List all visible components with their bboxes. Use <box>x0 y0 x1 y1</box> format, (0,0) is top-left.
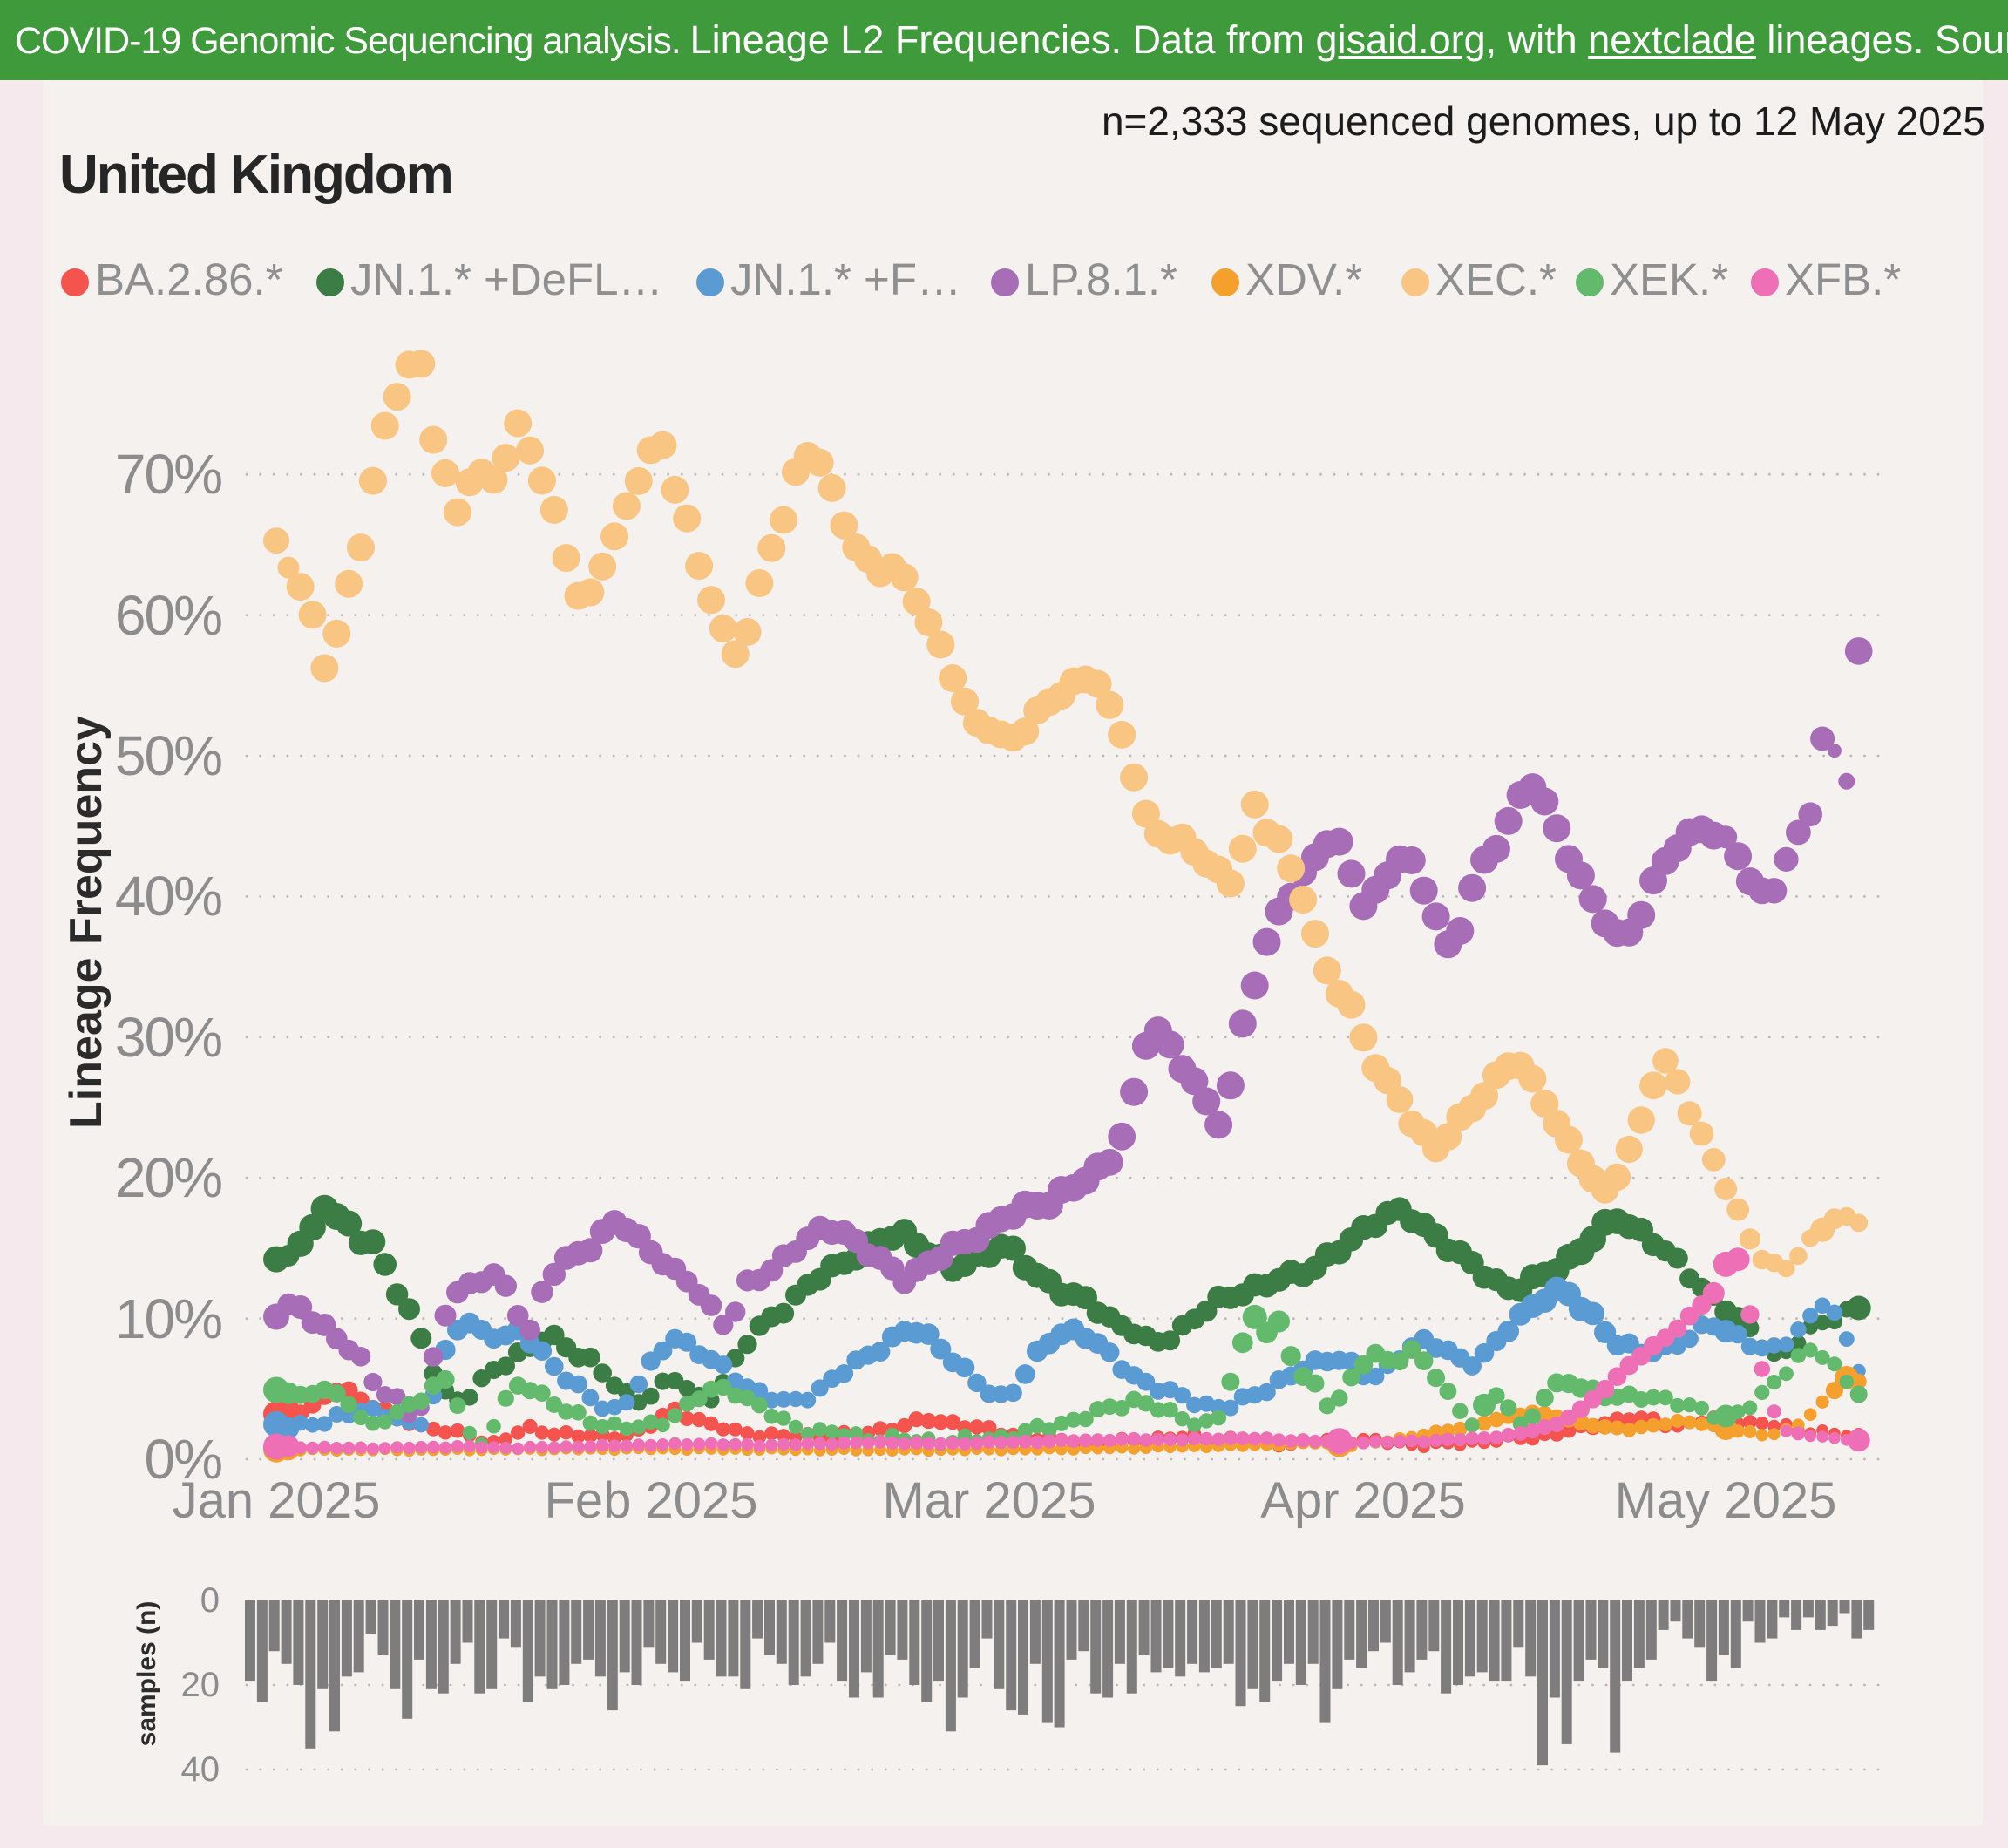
svg-text:samples (n): samples (n) <box>132 1601 161 1747</box>
svg-text:Lineage Frequency: Lineage Frequency <box>61 716 112 1129</box>
